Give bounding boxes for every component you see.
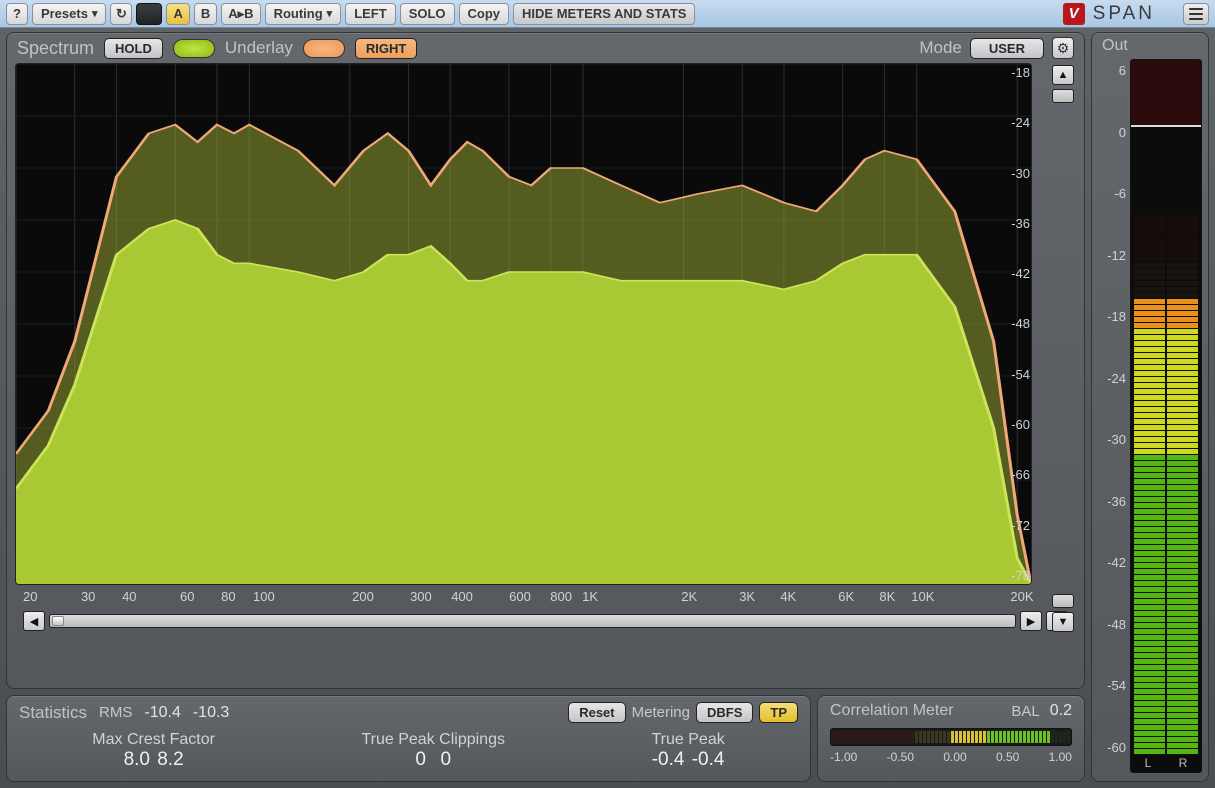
copy-button[interactable]: Copy — [459, 3, 510, 25]
tpclip-label: True Peak Clippings — [361, 731, 504, 749]
voxengo-logo: V — [1063, 3, 1085, 25]
out-db-labels: 60-6-12-18-24-30-36-42-48-54-60 — [1098, 59, 1126, 773]
tpeak-label: True Peak — [652, 731, 725, 749]
metering-label: Metering — [632, 704, 690, 721]
y-axis-labels: -18-24-30-36-42-48-54-60-66-72-78 — [1011, 65, 1030, 583]
rms-l-value: -10.4 — [144, 704, 180, 722]
l-channel-label: L — [1145, 756, 1152, 770]
output-meters: LR — [1130, 59, 1202, 773]
tp-button[interactable]: TP — [759, 702, 798, 723]
crest-r-value: 8.2 — [157, 749, 183, 770]
menu-button[interactable] — [1183, 3, 1209, 25]
scroll-down-button[interactable]: ▼ — [1052, 612, 1074, 632]
undo-button[interactable]: ↻ — [110, 3, 132, 25]
correlation-meter — [830, 728, 1072, 746]
statistics-label: Statistics — [19, 703, 87, 723]
spectrum-display[interactable] — [15, 63, 1032, 585]
v-zoom-slider[interactable] — [1052, 89, 1074, 103]
rms-r-value: -10.3 — [193, 704, 229, 722]
true-peak-group: True Peak -0.4 -0.4 — [652, 731, 725, 771]
x-axis-labels: 20304060801002003004006008001K2K3K4K6K8K… — [23, 589, 1024, 607]
mode-label: Mode — [919, 38, 962, 58]
settings-gear-icon[interactable]: ⚙ — [1052, 37, 1074, 59]
dbfs-button[interactable]: DBFS — [696, 702, 753, 723]
underlay-color-swatch[interactable] — [303, 39, 345, 58]
correlation-scale: -1.00-0.500.000.501.00 — [830, 750, 1072, 764]
solo-button[interactable]: SOLO — [400, 3, 455, 25]
hold-button[interactable]: HOLD — [104, 38, 163, 59]
h-scrollbar[interactable] — [49, 614, 1016, 628]
b-button[interactable]: B — [194, 3, 217, 25]
out-label: Out — [1098, 37, 1202, 55]
hide-meters-button[interactable]: HIDE METERS AND STATS — [513, 3, 695, 25]
rms-label: RMS — [99, 704, 132, 721]
spectrum-panel: Spectrum HOLD Underlay RIGHT Mode USER ⚙… — [6, 32, 1085, 689]
bal-value: 0.2 — [1050, 702, 1072, 720]
underlay-label: Underlay — [225, 38, 293, 58]
top-toolbar: ? Presets ↻ A B A▸B Routing LEFT SOLO Co… — [0, 0, 1215, 28]
bypass-indicator[interactable] — [136, 3, 162, 25]
tpclip-l-value: 0 — [415, 749, 426, 770]
help-button[interactable]: ? — [6, 3, 28, 25]
scroll-right-button[interactable]: ▶ — [1020, 611, 1042, 631]
routing-dropdown[interactable]: Routing — [265, 3, 342, 25]
scroll-up-button[interactable]: ▲ — [1052, 65, 1074, 85]
left-button[interactable]: LEFT — [345, 3, 396, 25]
r-channel-label: R — [1179, 756, 1188, 770]
right-button[interactable]: RIGHT — [355, 38, 417, 59]
scroll-left-button[interactable]: ◀ — [23, 611, 45, 631]
primary-color-swatch[interactable] — [173, 39, 215, 58]
presets-dropdown[interactable]: Presets — [32, 3, 107, 25]
app-title: SPAN — [1093, 3, 1155, 25]
bal-label: BAL — [1011, 703, 1039, 720]
reset-button[interactable]: Reset — [568, 702, 625, 723]
mode-selector[interactable]: USER — [970, 38, 1044, 59]
output-meter-panel: Out 60-6-12-18-24-30-36-42-48-54-60 LR — [1091, 32, 1209, 782]
a-to-b-button[interactable]: A▸B — [221, 3, 260, 25]
tp-clippings-group: True Peak Clippings 0 0 — [361, 731, 504, 771]
tpclip-r-value: 0 — [440, 749, 451, 770]
statistics-panel: Statistics RMS -10.4 -10.3 Reset Meterin… — [6, 695, 811, 782]
correlation-panel: Correlation Meter BAL 0.2 -1.00-0.500.00… — [817, 695, 1085, 782]
tpeak-r-value: -0.4 — [692, 749, 725, 770]
a-button[interactable]: A — [166, 3, 189, 25]
crest-factor-group: Max Crest Factor 8.0 8.2 — [92, 731, 215, 771]
tpeak-l-value: -0.4 — [652, 749, 685, 770]
spectrum-label: Spectrum — [17, 38, 94, 59]
crest-l-value: 8.0 — [124, 749, 150, 770]
v-zoom-slider-bottom[interactable] — [1052, 594, 1074, 608]
crest-label: Max Crest Factor — [92, 731, 215, 749]
correlation-label: Correlation Meter — [830, 702, 954, 720]
